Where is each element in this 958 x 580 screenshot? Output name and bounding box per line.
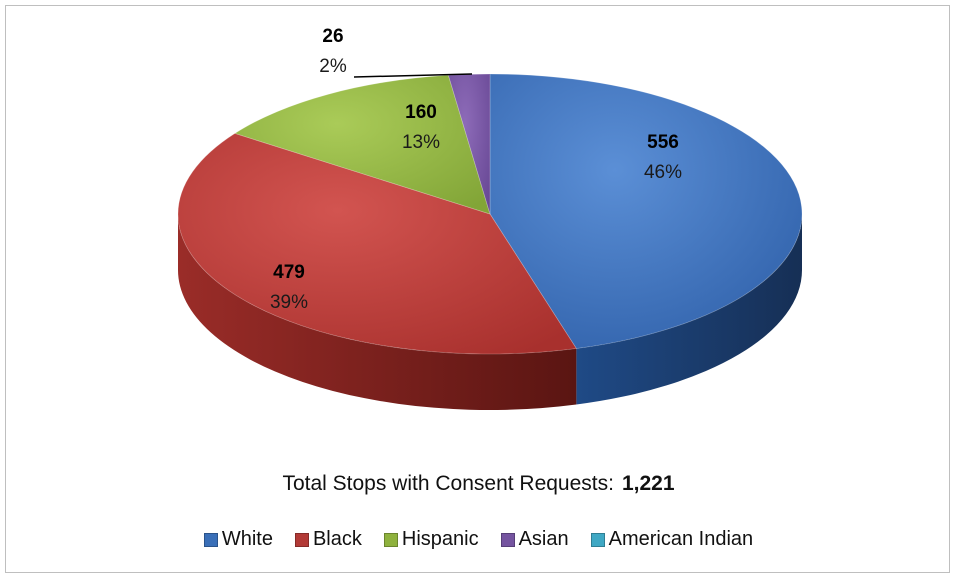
legend-swatch [203,532,218,547]
legend-item-white: White [203,528,273,551]
data-label-percent: 13% [402,132,440,153]
legend-item-hispanic: Hispanic [383,528,479,551]
pie-chart: 556 46% 479 39% 160 13% 26 2% [177,26,803,411]
pie-side-black [178,214,577,411]
data-label-percent: 39% [270,292,308,313]
pie-slice-hispanic [233,74,491,215]
pie-slice-black [177,132,578,355]
data-label-value: 556 [647,132,679,153]
chart-frame: 556 46% 479 39% 160 13% 26 2% Total Stops with … [5,5,950,573]
legend-swatch [294,532,309,547]
legend-item-asian: Asian [500,528,569,551]
total-value: 1,221 [621,472,675,495]
legend-label: Asian [518,528,569,550]
total-label-text: Total Stops with Consent Requests: [282,472,614,495]
pie-slice-white [489,73,803,349]
legend-swatch [590,532,605,547]
data-label-percent: 2% [319,56,347,77]
data-label-value: 160 [405,102,437,123]
legend-swatch [383,532,398,547]
legend-label: Black [312,528,362,550]
leader-line-asian [353,73,473,78]
legend-label: American Indian [608,528,754,550]
legend-item-american-indian: American Indian [590,528,754,551]
legend-swatch [500,532,515,547]
legend: White Black Hispanic Asian American Indian [6,528,951,551]
legend-label: Hispanic [401,528,479,550]
data-label-value: 26 [322,26,343,47]
data-label-value: 479 [273,262,305,283]
pie-side-white [576,214,802,405]
legend-item-black: Black [294,528,362,551]
legend-label: White [221,528,273,550]
data-label-percent: 46% [644,162,682,183]
total-stops-label: Total Stops with Consent Requests: 1,221 [6,472,951,496]
